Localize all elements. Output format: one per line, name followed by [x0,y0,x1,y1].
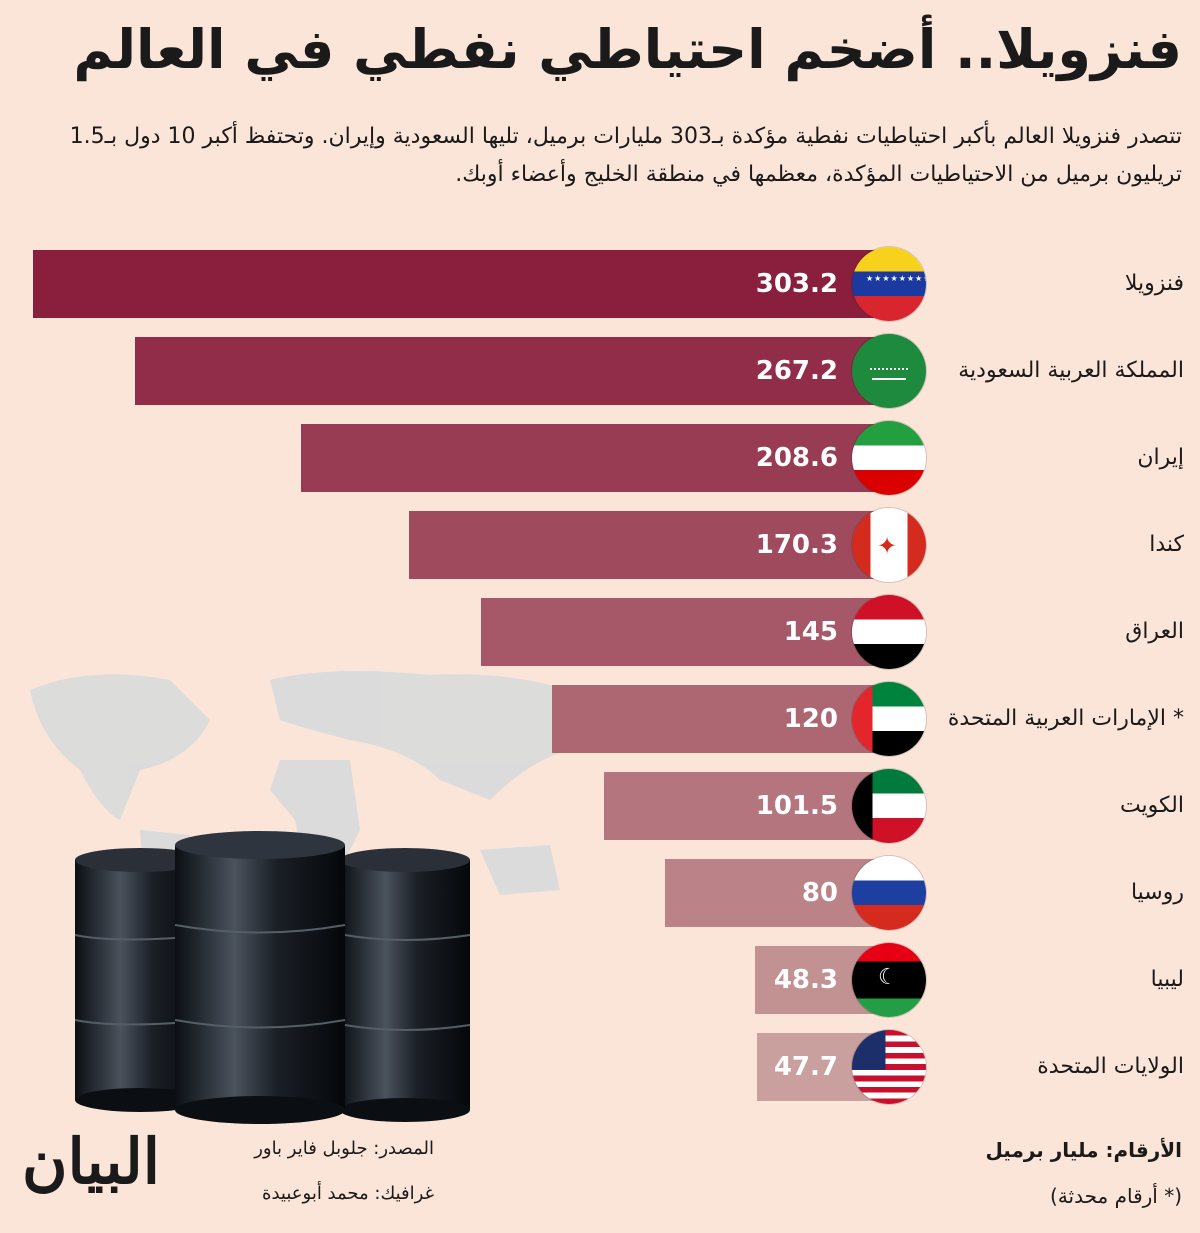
canada-flag-icon: ✦ [852,508,926,582]
category-label: * الإمارات العربية المتحدة [947,706,1184,731]
category-label: روسيا [1130,880,1184,905]
iran-flag-icon [852,421,926,495]
data-label: 101.5 [755,791,838,821]
usa-flag-icon [852,1030,926,1104]
subtitle: تتصدر فنزويلا العالم بأكبر احتياطيات نفط… [69,124,1182,187]
updated-note: (* أرقام محدثة) [1050,1184,1182,1208]
data-label: 48.3 [773,965,838,995]
data-label: 80 [801,878,838,908]
category-label: الولايات المتحدة [1037,1054,1184,1079]
bar [551,685,892,753]
kuwait-flag-icon [852,769,926,843]
category-label: ليبيا [1150,967,1184,992]
category-label: العراق [1125,619,1184,644]
bar [134,337,892,405]
bar [32,250,892,318]
data-label: 145 [783,617,838,647]
data-label: 208.6 [755,443,838,473]
unit-label: الأرقام: مليار برميل [985,1138,1182,1162]
oil-barrels-illustration [74,831,471,1124]
data-label: 47.7 [773,1052,838,1082]
libya-flag-icon: ☾ [852,943,926,1017]
bar [300,424,892,492]
source-label: المصدر: جلوبل فاير باور [254,1138,434,1159]
russia-flag-icon [852,856,926,930]
uae-flag-icon [852,682,926,756]
page-title: فنزويلا.. أضخم احتياطي نفطي في العالم [73,18,1182,81]
data-label: 303.2 [755,269,838,299]
saudi-flag-icon [852,334,926,408]
category-label: كندا [1149,532,1184,557]
data-label: 267.2 [755,356,838,386]
category-label: إيران [1137,445,1184,470]
category-label: الكويت [1119,793,1184,818]
category-label: المملكة العربية السعودية [958,358,1184,383]
data-label: 170.3 [755,530,838,560]
category-label: فنزويلا [1124,271,1184,296]
bar [481,598,892,666]
bar [409,511,892,579]
data-label: 120 [783,704,838,734]
albayan-logo: البيان [22,1125,160,1198]
graphics-credit: غرافيك: محمد أبوعبيدة [262,1183,434,1204]
bar [604,772,892,840]
venezuela-flag-icon: ★★★★★★★★ [852,247,926,321]
iraq-flag-icon [852,595,926,669]
